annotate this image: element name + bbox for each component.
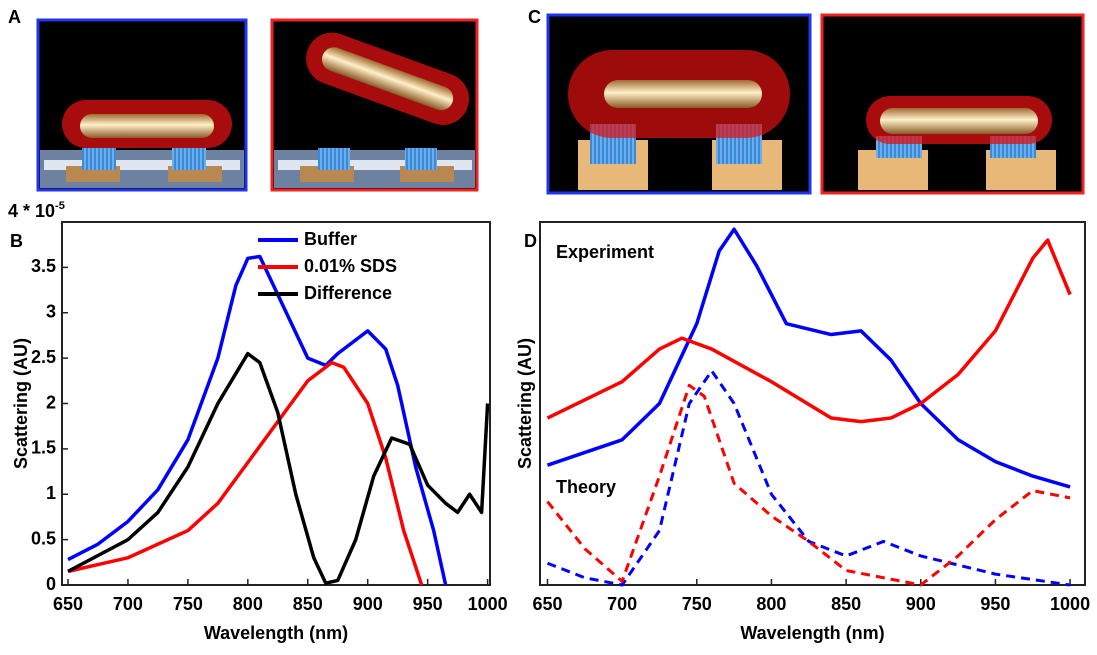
panel-label: D bbox=[524, 231, 537, 251]
x-tick-label: 700 bbox=[607, 594, 637, 614]
page: A C 4 * 10-5 B 650 700 750 800 850 900 950 1000 0… bbox=[0, 0, 1097, 655]
y-tick-label: 3.5 bbox=[31, 256, 56, 276]
illustration-a1 bbox=[38, 20, 246, 190]
axis-multiplier: 4 * 10-5 bbox=[8, 200, 65, 221]
y-tick-label: 2 bbox=[46, 392, 56, 412]
x-tick-label: 900 bbox=[906, 594, 936, 614]
x-tick-label: 1000 bbox=[468, 594, 508, 614]
y-tick-label: 0.5 bbox=[31, 528, 56, 548]
x-tick-label: 750 bbox=[682, 594, 712, 614]
y-tick-label: 2.5 bbox=[31, 347, 56, 367]
panel-label: A bbox=[8, 7, 21, 27]
series-line bbox=[547, 240, 1070, 422]
figure: A C 4 * 10-5 B 650 700 750 800 850 900 950 1000 0… bbox=[0, 0, 1097, 650]
x-tick-label: 750 bbox=[173, 594, 203, 614]
panel-label: B bbox=[10, 231, 23, 251]
illustration-c1 bbox=[548, 15, 810, 193]
x-tick-label: 850 bbox=[831, 594, 861, 614]
x-tick-label: 650 bbox=[532, 594, 562, 614]
y-tick-label: 3 bbox=[46, 302, 56, 322]
y-tick-label: 1 bbox=[46, 483, 56, 503]
series-line bbox=[68, 256, 446, 585]
x-axis-label: Wavelength (nm) bbox=[740, 623, 884, 643]
x-tick-label: 700 bbox=[113, 594, 143, 614]
annotation: Experiment bbox=[556, 242, 654, 262]
multiplier-exponent: -5 bbox=[55, 200, 65, 212]
y-axis-label: Scattering (AU) bbox=[515, 338, 535, 469]
x-tick-label: 850 bbox=[293, 594, 323, 614]
panel-label: C bbox=[528, 7, 541, 27]
multiplier-base: 4 * 10 bbox=[8, 201, 55, 221]
illustration-a2 bbox=[272, 20, 477, 190]
legend-label: Difference bbox=[304, 283, 392, 303]
legend-label: Buffer bbox=[304, 229, 357, 249]
series-line bbox=[68, 363, 422, 585]
series-line bbox=[68, 354, 488, 584]
x-tick-label: 1000 bbox=[1050, 594, 1090, 614]
legend-label: 0.01% SDS bbox=[304, 256, 397, 276]
illustration-c2 bbox=[822, 15, 1083, 193]
x-tick-label: 800 bbox=[233, 594, 263, 614]
x-tick-label: 800 bbox=[756, 594, 786, 614]
y-tick-label: 0 bbox=[46, 574, 56, 594]
series-line bbox=[547, 229, 1070, 487]
x-axis-label: Wavelength (nm) bbox=[204, 623, 348, 643]
series-line bbox=[547, 385, 1070, 585]
x-tick-label: 650 bbox=[53, 594, 83, 614]
y-axis-label: Scattering (AU) bbox=[11, 338, 31, 469]
annotation: Theory bbox=[556, 477, 616, 497]
x-tick-label: 950 bbox=[980, 594, 1010, 614]
plot-frame bbox=[540, 222, 1085, 585]
x-tick-label: 900 bbox=[353, 594, 383, 614]
x-tick-label: 950 bbox=[413, 594, 443, 614]
y-tick-label: 1.5 bbox=[31, 438, 56, 458]
